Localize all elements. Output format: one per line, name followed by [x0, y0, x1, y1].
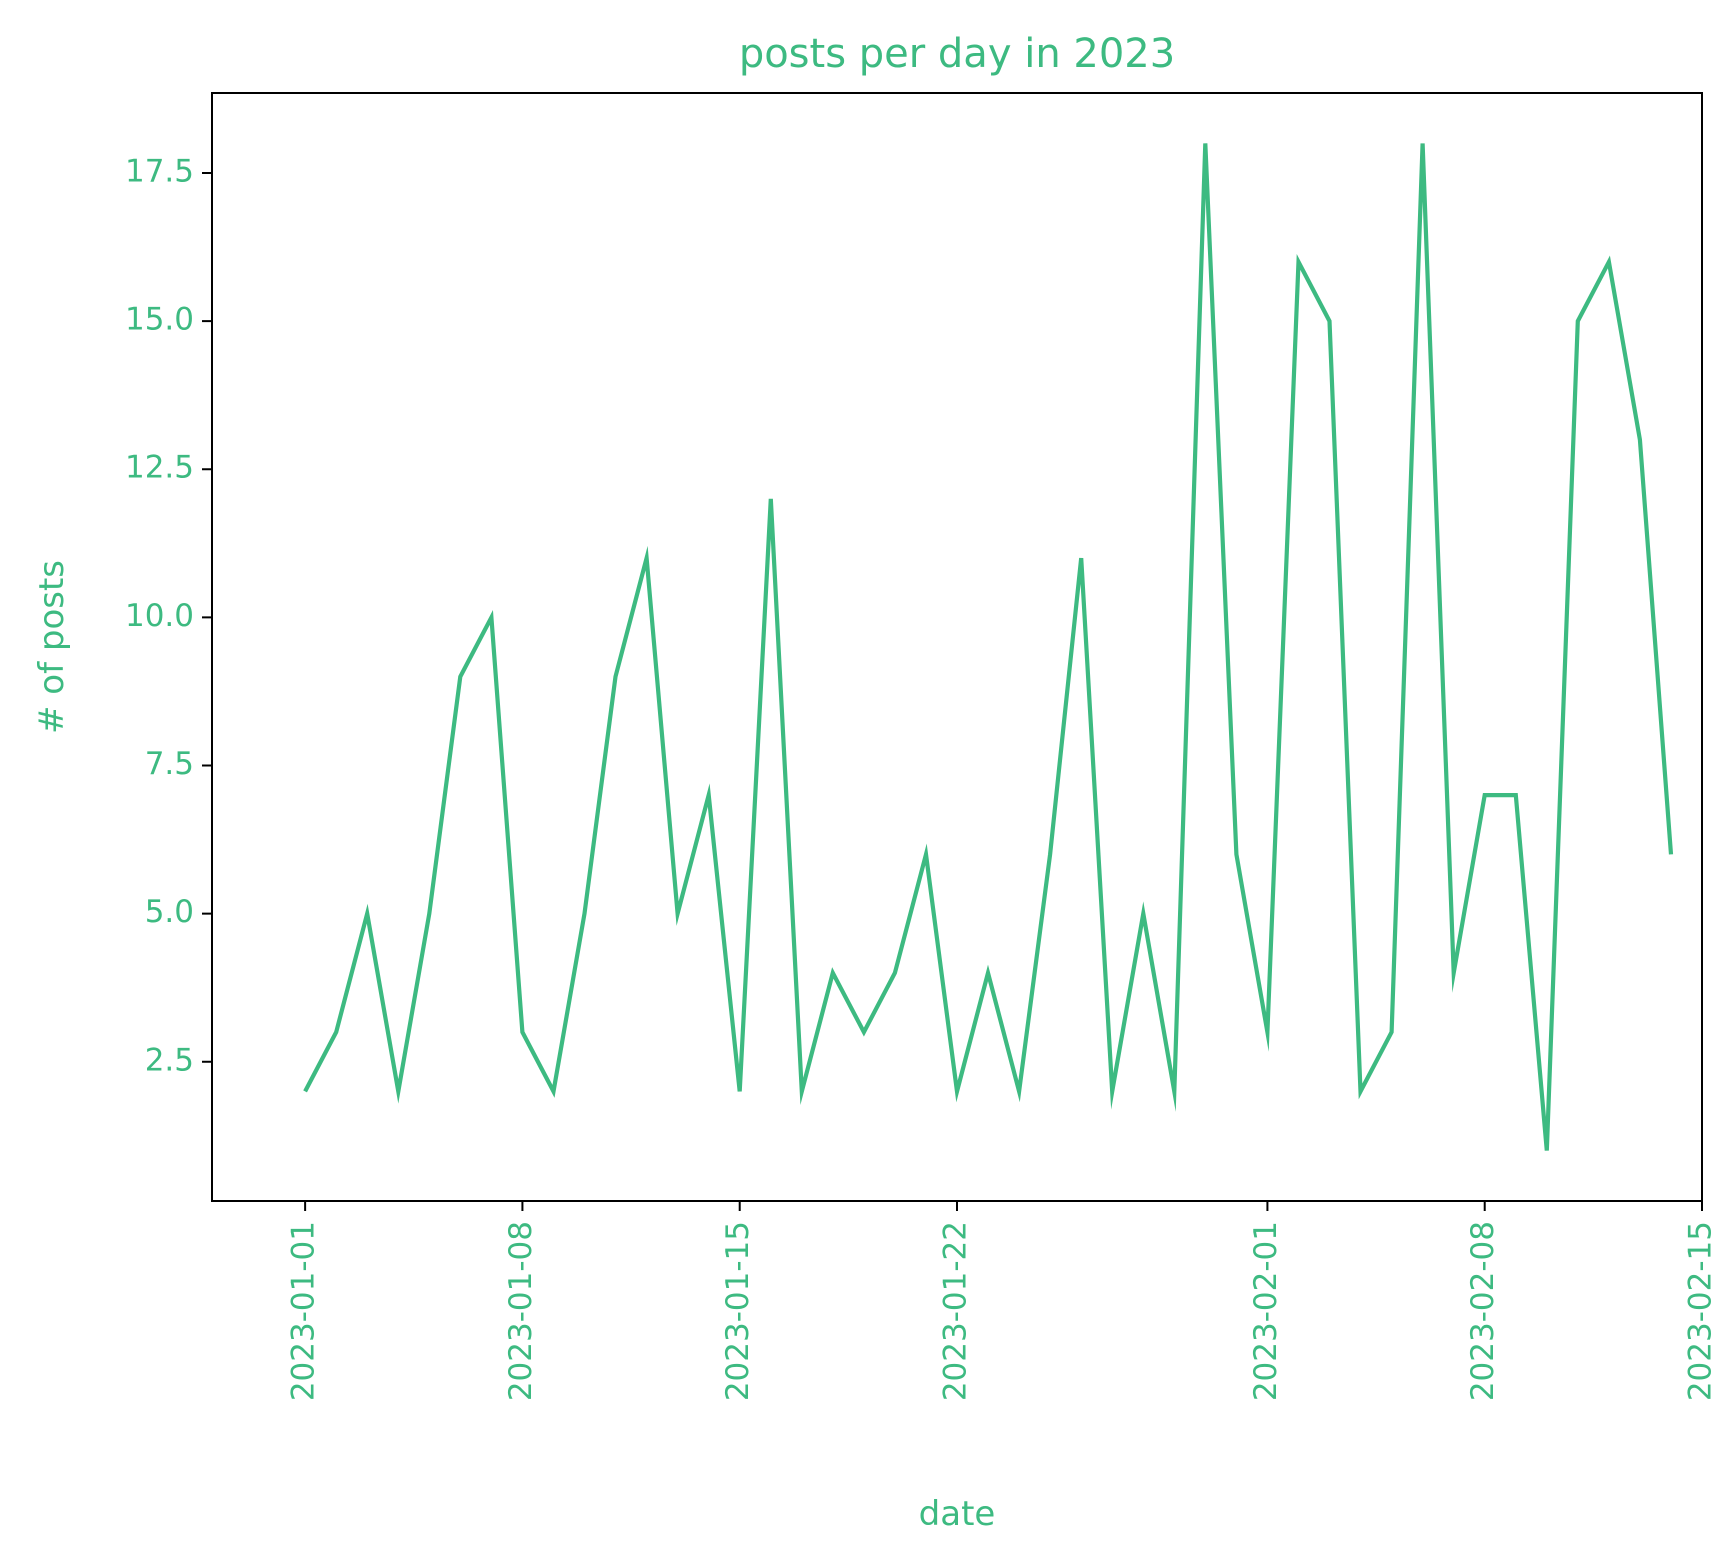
plot-area — [303, 143, 1674, 1151]
chart-title: posts per day in 2023 — [739, 31, 1175, 77]
series-line-0 — [303, 143, 1674, 1151]
y-tick-label: 7.5 — [145, 746, 194, 782]
x-tick-label: 2023-01-08 — [503, 1221, 539, 1401]
x-tick-label: 2023-01-22 — [938, 1221, 974, 1401]
y-axis: 2.5 5.0 7.5 10.0 12.5 15.0 17.5 — [125, 153, 212, 1078]
y-axis-label: # of posts — [32, 560, 72, 734]
y-tick-label: 15.0 — [125, 302, 194, 338]
y-tick-label: 10.0 — [125, 598, 194, 634]
y-tick-label: 17.5 — [125, 153, 194, 189]
x-tick-label: 2023-02-15 — [1683, 1221, 1719, 1401]
x-tick-label: 2023-01-01 — [286, 1221, 322, 1401]
y-tick-label: 12.5 — [125, 450, 194, 486]
x-tick-label: 2023-02-08 — [1465, 1221, 1501, 1401]
y-tick-label: 5.0 — [145, 894, 194, 930]
x-tick-label: 2023-01-15 — [720, 1221, 756, 1401]
x-axis-label: date — [919, 1494, 996, 1534]
x-axis: 2023-01-01 2023-01-08 2023-01-15 2023-01-22… — [286, 1201, 1719, 1401]
y-tick-label: 2.5 — [145, 1042, 194, 1078]
x-tick-label: 2023-02-01 — [1248, 1221, 1284, 1401]
